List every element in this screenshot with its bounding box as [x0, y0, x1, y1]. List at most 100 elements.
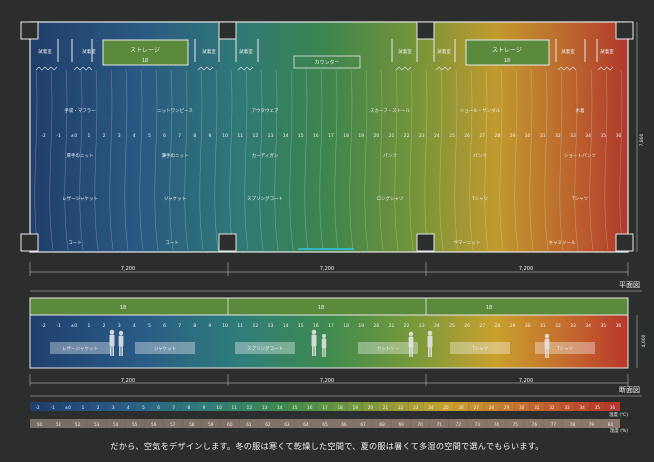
garment-label: コート: [165, 240, 179, 246]
section-garment-labels: レザージャケット ジャケット スプリングコート カットソー Tシャツ Tシャツ: [50, 342, 595, 354]
scale-tick: 21: [389, 323, 395, 329]
column: [20, 233, 39, 252]
hum-value: 52: [75, 422, 81, 427]
fitting-room-label: 試着室: [600, 48, 614, 55]
garment-label: カーディガン: [252, 152, 279, 159]
garment-label: ニットワンピース: [157, 108, 193, 114]
hum-swatch: [258, 419, 278, 428]
scale-tick: -1: [56, 133, 61, 139]
temp-swatch: [408, 402, 424, 411]
scale-tick: 20: [374, 323, 380, 329]
scale-tick: 15: [298, 323, 304, 329]
hum-swatch: [334, 419, 354, 428]
scale-tick: 31: [540, 133, 546, 139]
scale-tick: 27: [479, 323, 485, 329]
temp-value: 2: [97, 405, 100, 410]
scale-tick: 24: [434, 133, 440, 139]
section-heat-field: [30, 315, 628, 368]
hum-value: 80: [608, 422, 614, 427]
scale-tick: 25: [449, 133, 455, 139]
hum-swatch: [296, 419, 316, 428]
garment-rack: [358, 342, 418, 354]
temp-value: 12: [247, 405, 253, 410]
scale-tick: 8: [193, 323, 196, 329]
scale-tick: 22: [404, 133, 410, 139]
temp-swatch: [423, 402, 439, 411]
temp-value: 13: [262, 405, 268, 410]
scale-tick: 16: [313, 323, 319, 329]
temp-value: 30: [519, 405, 525, 410]
scale-tick: 2: [103, 323, 106, 329]
temp-value: 24: [428, 405, 434, 410]
storage-label-left: ストレージ: [130, 47, 160, 54]
scale-tick: 28: [495, 133, 501, 139]
plan-garment-labels: 手袋・マフラー ニットワンピース アウタウェア スカーフ・ストール ショール・サンダル 水…: [62, 107, 596, 246]
storage-value-left: 18: [142, 58, 148, 64]
garment-label: ショール・サンダル: [460, 107, 501, 114]
scale-tick: 34: [585, 133, 591, 139]
temp-swatch: [105, 402, 121, 411]
scale-tick: 5: [148, 323, 151, 329]
scale-tick: 34: [585, 323, 591, 329]
hum-swatch: [106, 419, 126, 428]
temp-swatch: [589, 402, 605, 411]
hum-value: 56: [151, 422, 157, 427]
scale-tick: 12: [252, 323, 258, 329]
legend: -2 -1 ±0 1 2 3 4 5 6 7 8 9 10 11 12 13 14 15 16 17 18 19 20 21 2…: [30, 402, 628, 434]
temp-value: 11: [232, 405, 238, 410]
hum-value: 55: [132, 422, 138, 427]
plan-outline: [29, 21, 629, 253]
rack-label: ジャケット: [154, 345, 176, 352]
temp-value: 16: [307, 405, 313, 410]
temp-swatch: [196, 402, 212, 411]
temp-swatch: [166, 402, 182, 411]
scale-tick: 18: [343, 133, 349, 139]
hum-value: 65: [322, 422, 328, 427]
temp-swatch: [514, 402, 530, 411]
scale-tick: 24: [434, 323, 440, 329]
garment-label: Tシャツ: [571, 196, 589, 202]
hum-value: 64: [303, 422, 309, 427]
hum-value: 66: [341, 422, 347, 427]
section-title: 断面図: [619, 385, 640, 394]
section-height-dim: 4,000: [641, 334, 647, 347]
hum-swatch: [410, 419, 430, 428]
temp-value: 1: [82, 405, 85, 410]
temp-value: 3: [112, 405, 115, 410]
garment-label: Tシャツ: [471, 196, 489, 202]
storage-value-right: 18: [504, 58, 510, 64]
scale-tick: 14: [283, 323, 289, 329]
garment-label: 薄手のニット: [162, 152, 189, 159]
scale-tick: 31: [540, 323, 546, 329]
column: [615, 233, 634, 252]
temp-swatch: [241, 402, 257, 411]
temp-value: 7: [172, 405, 175, 410]
garment-label: 手袋・マフラー: [64, 107, 96, 114]
hum-value: 62: [265, 422, 271, 427]
hum-value: 70: [417, 422, 423, 427]
people-silhouettes: [109, 329, 550, 358]
fitting-room-label: 試着室: [202, 48, 216, 55]
humidity-legend: 50 51 52 53 54 55 56 57 58 59 60 61 62 63 64 65 66 67 68 69…: [30, 419, 620, 428]
scale-tick: 17: [328, 133, 334, 139]
temp-swatch: [574, 402, 590, 411]
scale-tick: 33: [570, 133, 576, 139]
hum-swatch: [486, 419, 506, 428]
temp-swatch: [211, 402, 227, 411]
rack-label: Tシャツ: [471, 346, 489, 352]
column: [20, 21, 39, 40]
scale-tick: 25: [449, 323, 455, 329]
temp-value: 6: [157, 405, 160, 410]
scale-tick: 16: [313, 133, 319, 139]
rack-label: レザージャケット: [62, 345, 98, 352]
temp-swatch: [604, 402, 620, 411]
storage-room-left: [102, 39, 189, 66]
hum-value: 51: [56, 422, 62, 427]
hum-swatch: [543, 419, 563, 428]
hum-swatch: [448, 419, 468, 428]
plan-view: ストレージ 18 ストレージ 18 試着室 試着室 試着室 試着室 試着室 試着…: [20, 21, 645, 292]
hum-swatch: [220, 419, 240, 428]
temp-value: 9: [203, 405, 206, 410]
roof-value: 18: [486, 305, 492, 311]
temp-swatch: [498, 402, 515, 411]
